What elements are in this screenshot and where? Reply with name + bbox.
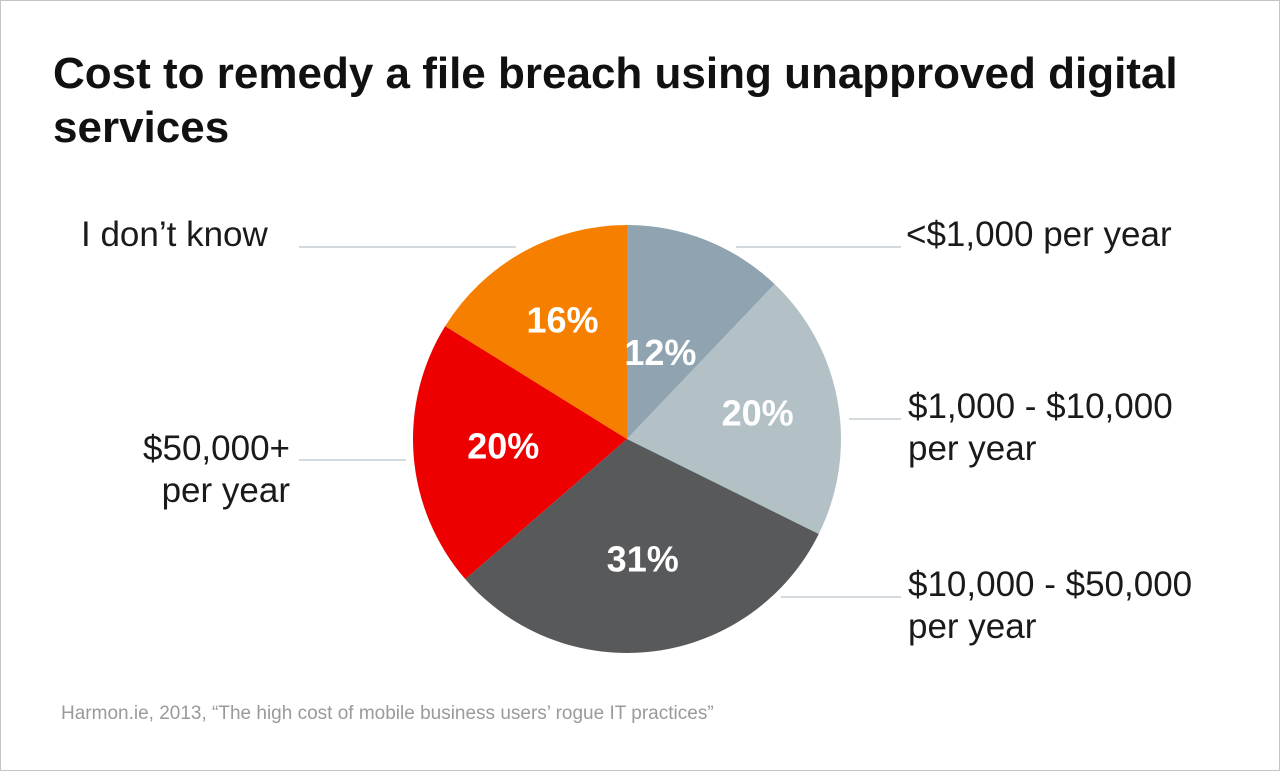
label-lt1000: <$1,000 per year	[906, 215, 1172, 254]
label-1000-10000-line1: $1,000 - $10,000	[908, 387, 1173, 426]
slice-50000-plus	[412, 326, 627, 580]
slice-dont-know	[445, 225, 627, 439]
label-1000-10000-line2: per year	[908, 429, 1037, 468]
slice-10000-50000	[465, 439, 819, 653]
label-10000-50000-line1: $10,000 - $50,000	[908, 565, 1193, 604]
leader-lines	[299, 246, 901, 598]
label-dont-know: I don’t know	[81, 215, 268, 254]
chart-title: Cost to remedy a file breach using unapp…	[53, 49, 1178, 152]
label-1000-10000: $1,000 - $10,000 per year	[908, 386, 1173, 470]
label-50000-plus-line1: $50,000+	[143, 429, 290, 468]
percent-label: 16%	[526, 300, 598, 341]
percent-label: 20%	[722, 392, 794, 433]
percent-labels: 12% 20% 31% 20% 16%	[467, 300, 793, 580]
slice-1000-10000	[627, 284, 841, 535]
label-50000-plus: $50,000+ per year	[143, 428, 290, 512]
source-note: Harmon.ie, 2013, “The high cost of mobil…	[61, 703, 714, 724]
pie-slices	[412, 225, 841, 653]
label-10000-50000-line2: per year	[908, 607, 1037, 646]
label-50000-plus-line2: per year	[161, 471, 290, 510]
label-10000-50000: $10,000 - $50,000 per year	[908, 564, 1192, 648]
percent-label: 20%	[467, 425, 539, 466]
slice-lt1000	[627, 225, 775, 439]
percent-label: 31%	[607, 539, 679, 580]
percent-label: 12%	[624, 332, 696, 373]
